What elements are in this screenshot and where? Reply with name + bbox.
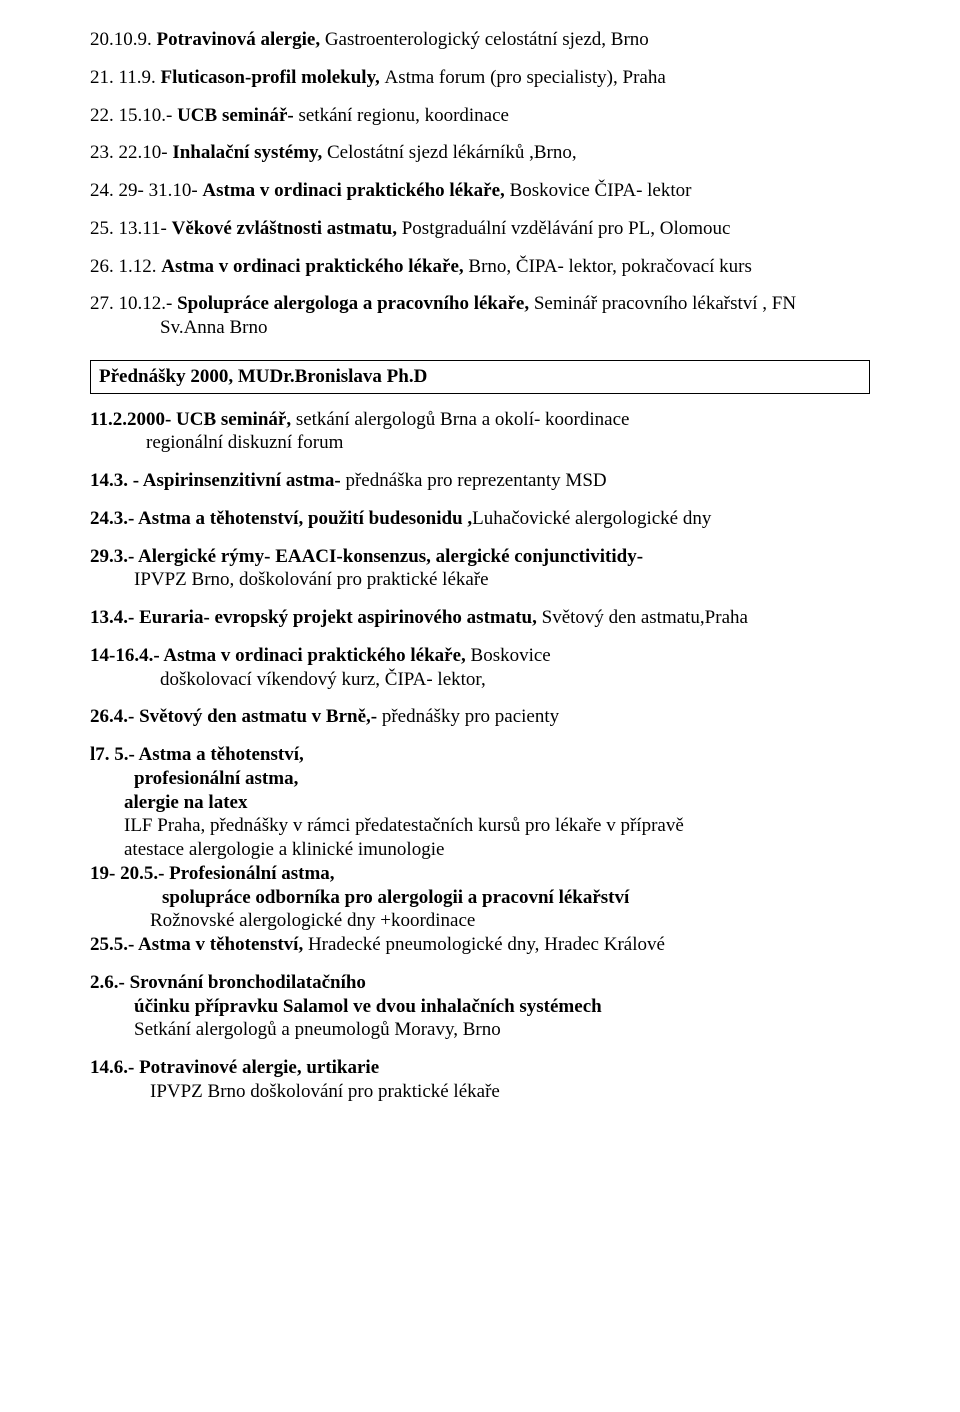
entry-lead: 25. 13.11- — [90, 218, 172, 239]
para-3: 24.3.- Astma a těhotenství, použití bude… — [90, 507, 870, 531]
para-bold-line3: alergie na latex — [90, 791, 870, 815]
para-sub: doškolovací víkendový kurz, ČIPA- lektor… — [90, 668, 870, 692]
para-sub: Setkání alergologů a pneumologů Moravy, … — [90, 1018, 870, 1042]
para-rest: přednášky pro pacienty — [377, 706, 559, 727]
para-5: 13.4.- Euraria- evropský projekt aspirin… — [90, 606, 870, 630]
para-8: l7. 5.- Astma a těhotenství, profesionál… — [90, 743, 870, 862]
para-bold-line1: l7. 5.- Astma a těhotenství, — [90, 743, 870, 767]
para-bold: 14-16.4.- Astma v ordinaci praktického l… — [90, 645, 466, 666]
entry-bold: Fluticason-profil molekuly, — [161, 67, 385, 88]
entry-rest: Boskovice ČIPA- lektor — [510, 180, 692, 201]
para-9: 19- 20.5.- Profesionální astma, spoluprá… — [90, 862, 870, 933]
para-7: 26.4.- Světový den astmatu v Brně,- před… — [90, 705, 870, 729]
entry-rest: Celostátní sjezd lékárníků ,Brno, — [322, 142, 576, 163]
section-header-box: Přednášky 2000, MUDr.Bronislava Ph.D — [90, 360, 870, 394]
entry-bold: Potravinová alergie, — [157, 29, 325, 50]
entry-rest: Astma forum (pro specialisty), Praha — [385, 67, 666, 88]
entry-lead: 27. 10.12.- — [90, 293, 177, 314]
para-bold: 14.6.- Potravinové alergie, urtikarie — [90, 1056, 870, 1080]
entry-4: 23. 22.10- Inhalační systémy, Celostátní… — [90, 141, 870, 165]
entry-7: 26. 1.12. Astma v ordinaci praktického l… — [90, 255, 870, 279]
para-bold-line1: 19- 20.5.- Profesionální astma, — [90, 862, 870, 886]
para-bold: 24.3.- Astma a těhotenství, použití bude… — [90, 508, 472, 529]
entry-bold: Inhalační systémy, — [172, 142, 322, 163]
para-bold: 11.2.2000- UCB seminář, — [90, 409, 291, 430]
entry-lead: 22. 15.10.- — [90, 105, 177, 126]
entry-rest: setkání regionu, koordinace — [294, 105, 509, 126]
para-line2: atestace alergologie a klinické imunolog… — [90, 838, 870, 862]
entry-6: 25. 13.11- Věkové zvláštnosti astmatu, P… — [90, 217, 870, 241]
entry-2: 21. 11.9. Fluticason-profil molekuly, As… — [90, 66, 870, 90]
entry-bold: Spolupráce alergologa a pracovního lékař… — [177, 293, 529, 314]
entry-continuation: Sv.Anna Brno — [90, 316, 870, 340]
para-bold-line1: 2.6.- Srovnání bronchodilatačního — [90, 971, 870, 995]
para-6: 14-16.4.- Astma v ordinaci praktického l… — [90, 644, 870, 692]
para-rest: přednáška pro reprezentanty MSD — [341, 470, 607, 491]
entry-bold: Astma v ordinaci praktického lékaře, — [202, 180, 509, 201]
entry-5: 24. 29- 31.10- Astma v ordinaci praktick… — [90, 179, 870, 203]
entry-1: 20.10.9. Potravinová alergie, Gastroente… — [90, 28, 870, 52]
para-12: 14.6.- Potravinové alergie, urtikarie IP… — [90, 1056, 870, 1104]
para-line1: ILF Praha, přednášky v rámci předatestač… — [90, 814, 870, 838]
para-10: 25.5.- Astma v těhotenství, Hradecké pne… — [90, 933, 870, 957]
para-bold-line2: spolupráce odborníka pro alergologii a p… — [90, 886, 870, 910]
para-4: 29.3.- Alergické rýmy- EAACI-konsenzus, … — [90, 545, 870, 593]
para-bold-line2: profesionální astma, — [90, 767, 870, 791]
entry-rest: Seminář pracovního lékařství , FN — [529, 293, 796, 314]
para-2: 14.3. - Aspirinsenzitivní astma- přednáš… — [90, 469, 870, 493]
para-bold: 29.3.- Alergické rýmy- EAACI-konsenzus, … — [90, 545, 870, 569]
entry-rest: Postgraduální vzdělávání pro PL, Olomouc — [397, 218, 731, 239]
para-1: 11.2.2000- UCB seminář, setkání alergolo… — [90, 408, 870, 456]
para-rest: setkání alergologů Brna a okolí- koordin… — [291, 409, 629, 430]
entry-rest: Gastroenterologický celostátní sjezd, Br… — [325, 29, 649, 50]
para-bold: 26.4.- Světový den astmatu v Brně,- — [90, 706, 377, 727]
para-rest: Luhačovické alergologické dny — [472, 508, 711, 529]
para-11: 2.6.- Srovnání bronchodilatačního účinku… — [90, 971, 870, 1042]
entry-8: 27. 10.12.- Spolupráce alergologa a prac… — [90, 292, 870, 340]
para-bold: 14.3. - Aspirinsenzitivní astma- — [90, 470, 341, 491]
entry-bold: Astma v ordinaci praktického lékaře, — [161, 256, 463, 277]
para-rest: Světový den astmatu,Praha — [537, 607, 748, 628]
para-sub: IPVPZ Brno, doškolování pro praktické lé… — [90, 568, 870, 592]
entry-lead: 26. 1.12. — [90, 256, 161, 277]
entry-rest: Brno, ČIPA- lektor, pokračovací kurs — [464, 256, 752, 277]
para-bold: 13.4.- Euraria- evropský projekt aspirin… — [90, 607, 537, 628]
para-bold: 25.5.- Astma v těhotenství, — [90, 934, 308, 955]
para-sub: regionální diskuzní forum — [90, 431, 870, 455]
entry-lead: 21. 11.9. — [90, 67, 161, 88]
para-bold-line2: účinku přípravku Salamol ve dvou inhalač… — [90, 995, 870, 1019]
para-sub: IPVPZ Brno doškolování pro praktické lék… — [90, 1080, 870, 1104]
section-header-text: Přednášky 2000, MUDr.Bronislava Ph.D — [99, 366, 427, 387]
entry-bold: UCB seminář- — [177, 105, 294, 126]
entry-lead: 24. 29- 31.10- — [90, 180, 202, 201]
para-rest: Hradecké pneumologické dny, Hradec Králo… — [308, 934, 665, 955]
entry-bold: Věkové zvláštnosti astmatu, — [172, 218, 397, 239]
para-rest: Boskovice — [466, 645, 551, 666]
entry-lead: 23. 22.10- — [90, 142, 172, 163]
entry-lead: 20.10.9. — [90, 29, 157, 50]
entry-3: 22. 15.10.- UCB seminář- setkání regionu… — [90, 104, 870, 128]
para-sub: Rožnovské alergologické dny +koordinace — [90, 909, 870, 933]
